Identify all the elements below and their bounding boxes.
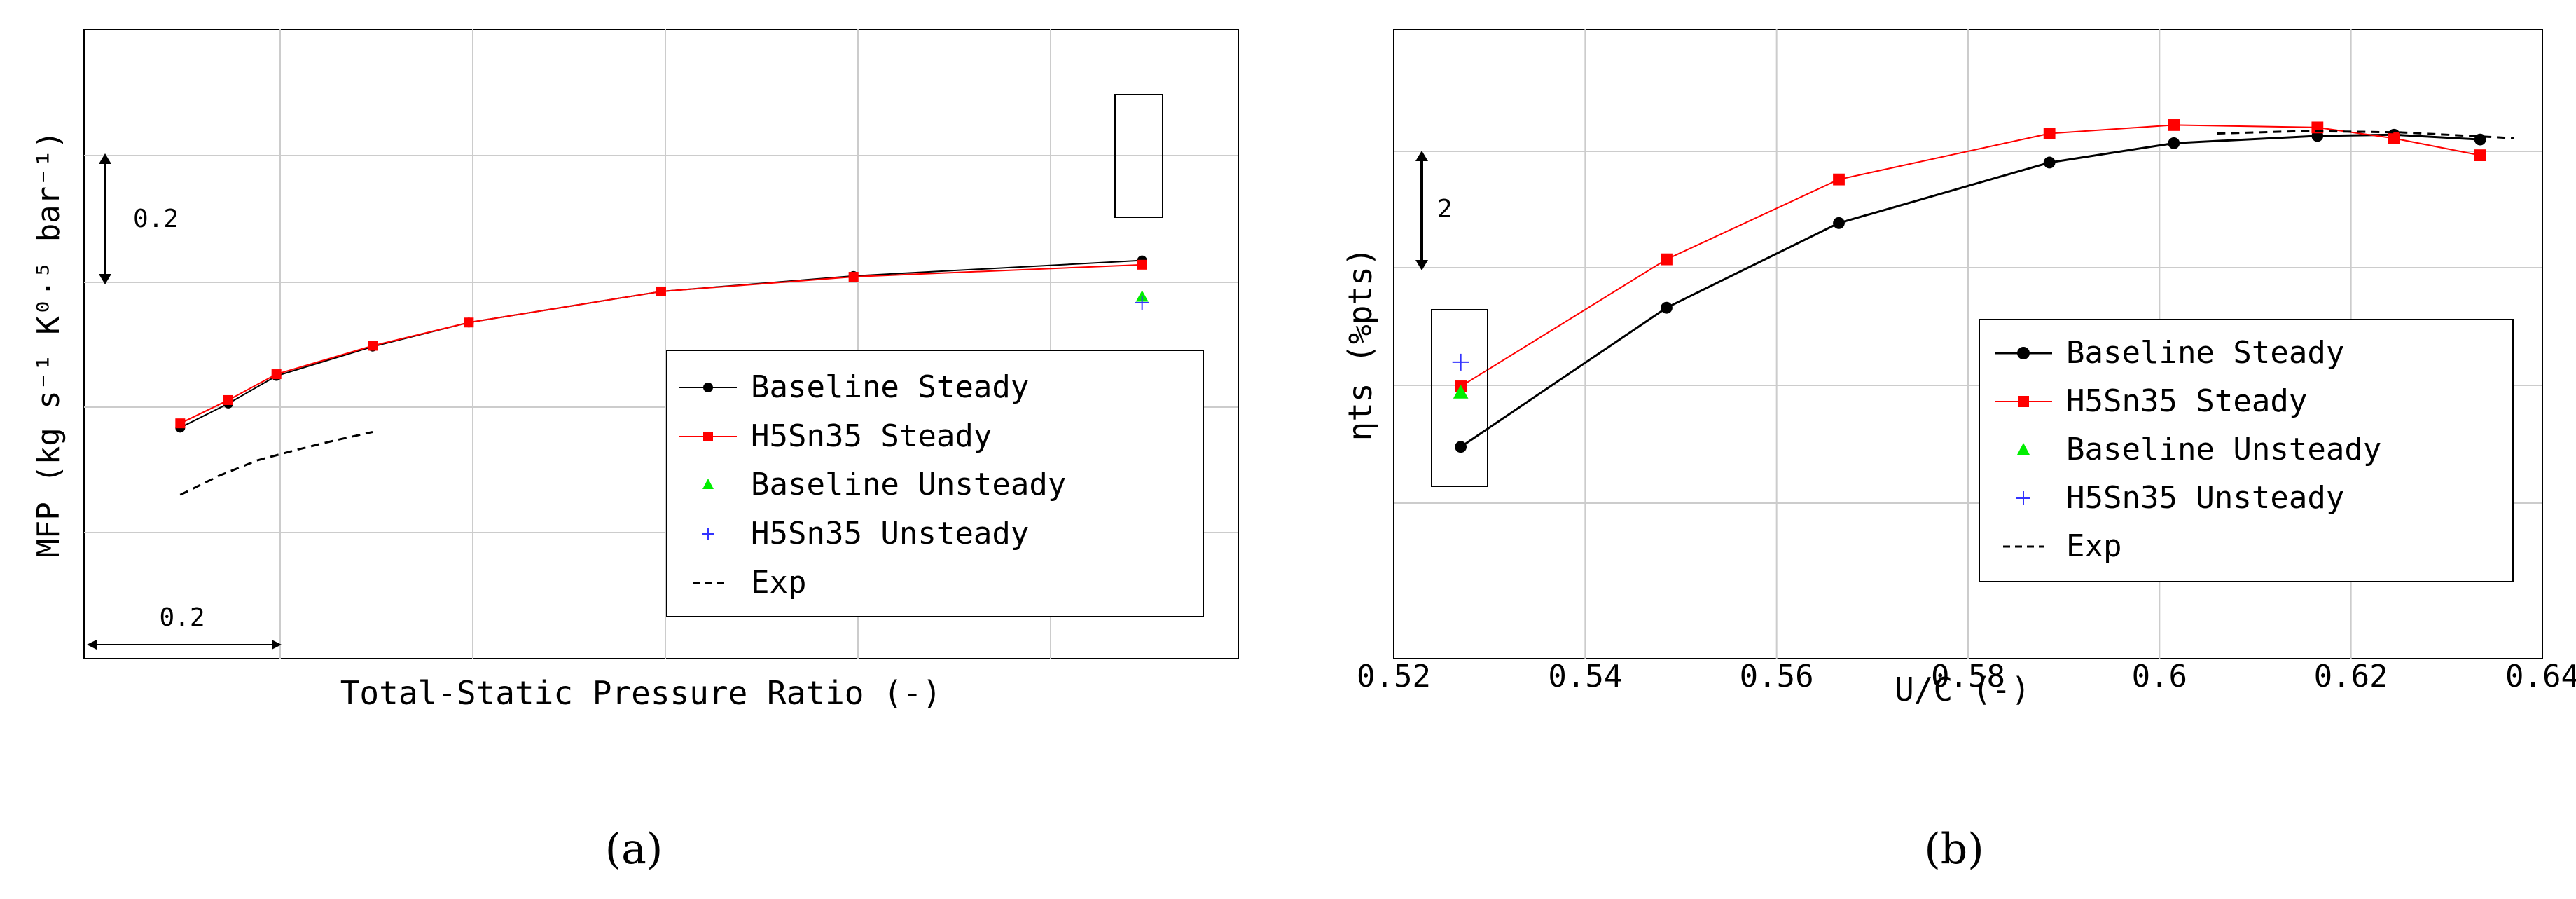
legend-item-baseline-steady: Baseline Steady: [679, 369, 1029, 405]
data-point-baseline-steady: [2168, 137, 2180, 149]
data-point-h5sn35-steady: [2168, 119, 2180, 131]
legend-label: Exp: [2066, 528, 2121, 564]
data-point-h5sn35-steady: [2474, 149, 2486, 161]
series-line: [2217, 130, 2514, 139]
series-line: [179, 431, 373, 496]
legend-label: H5Sn35 Steady: [751, 418, 992, 454]
x-axis-label-b: U/C (-): [1895, 671, 2030, 708]
panel-label-a: (a): [605, 825, 663, 874]
data-point-h5sn35-steady: [1661, 253, 1673, 266]
x-tick-label: 0.56: [1740, 659, 1814, 694]
x-scale-bar-label-a: 0.2: [159, 603, 205, 632]
legend-label: Exp: [751, 565, 806, 601]
data-point-baseline-steady: [1455, 441, 1467, 453]
data-point-h5sn35-steady: [368, 341, 378, 351]
x-tick-label: 0.52: [1357, 659, 1431, 694]
legend-item-h5sn35-unsteady: H5Sn35 Unsteady: [2016, 480, 2344, 516]
y-axis-label-a: MFP (kg s⁻¹ K⁰·⁵ bar⁻¹): [31, 130, 67, 557]
y-scale-bar-label-a: 0.2: [133, 205, 179, 233]
legend-label: H5Sn35 Unsteady: [751, 516, 1029, 551]
data-point-h5sn35-steady: [848, 272, 859, 282]
data-point-baseline-steady: [1833, 217, 1845, 229]
panel-label-b: (b): [1924, 825, 1983, 874]
series-line: [1460, 133, 2481, 448]
legend-item-h5sn35-steady: H5Sn35 Steady: [679, 418, 992, 454]
legend-box-b: [1979, 319, 2514, 582]
legend-item-h5sn35-unsteady: H5Sn35 Unsteady: [702, 516, 1029, 551]
x-scale-bar-a: [87, 640, 282, 650]
data-point-h5sn35-steady: [223, 394, 233, 405]
y-axis-label-b: ηts (%pts): [1341, 247, 1379, 441]
series-b: [1452, 119, 2514, 453]
legend-item-exp: Exp: [693, 565, 806, 601]
legend-label: Baseline Steady: [2066, 335, 2344, 371]
data-point-h5sn35-steady: [464, 317, 474, 328]
legend-label: Baseline Unsteady: [751, 467, 1066, 502]
series-line: [179, 263, 1142, 425]
y-scale-bar-label-b: 2: [1437, 195, 1453, 224]
data-point-baseline-steady: [1661, 301, 1673, 314]
y-scale-bar-a: [99, 153, 111, 284]
x-axis-label-a: Total-Static Pressure Ratio (-): [340, 674, 942, 712]
legend-item-h5sn35-steady: H5Sn35 Steady: [1995, 383, 2307, 419]
highlight-box-b: [1431, 309, 1488, 487]
legend-a: Baseline Steady H5Sn35 Steady Baseline U…: [666, 350, 1204, 617]
data-point-h5sn35-steady: [175, 418, 186, 429]
legend-label: Baseline Unsteady: [2066, 432, 2381, 467]
highlight-box-a: [1114, 94, 1163, 218]
data-point-h5sn35-steady: [1137, 259, 1147, 270]
x-tick-label: 0.54: [1548, 659, 1622, 694]
legend-label: H5Sn35 Unsteady: [2066, 480, 2344, 516]
legend-label: Baseline Steady: [751, 369, 1029, 405]
data-point-baseline-steady: [2043, 156, 2056, 169]
legend-box-a: [666, 350, 1204, 617]
panel-b: 0.52 0.54 0.56 0.58 0.6 0.62 0.64 2 U/C (-) ηt…: [1341, 29, 2576, 874]
legend-label: H5Sn35 Steady: [2066, 383, 2307, 419]
legend-item-baseline-unsteady: Baseline Unsteady: [702, 467, 1066, 502]
series-a: [175, 255, 1149, 496]
panel-a: 0.2 0.2 Total-Static Pressure Ratio (-) …: [31, 29, 1239, 874]
legend-b: Baseline Steady H5Sn35 Steady Baseline U…: [1979, 319, 2514, 582]
data-point-h5sn35-steady: [656, 286, 666, 296]
legend-item-baseline-unsteady: Baseline Unsteady: [2017, 432, 2381, 467]
data-point-h5sn35-steady: [271, 369, 282, 380]
x-tick-label: 0.64: [2505, 659, 2576, 694]
legend-item-baseline-steady: Baseline Steady: [1995, 335, 2344, 371]
data-point-baseline-unsteady: [1453, 385, 1469, 399]
data-point-h5sn35-steady: [1833, 173, 1845, 186]
series-line: [1460, 124, 2481, 387]
data-point-h5sn35-steady: [2043, 128, 2056, 139]
x-tick-label: 0.58: [1931, 659, 2005, 694]
data-point-h5sn35-steady: [2388, 132, 2400, 144]
x-tick-labels-b: 0.52 0.54 0.56 0.58 0.6 0.62 0.64: [1357, 659, 2576, 694]
x-tick-label: 0.62: [2314, 659, 2388, 694]
y-scale-bar-b: [1415, 151, 1428, 270]
x-tick-label: 0.6: [2132, 659, 2187, 694]
legend-item-exp: Exp: [2003, 528, 2121, 564]
